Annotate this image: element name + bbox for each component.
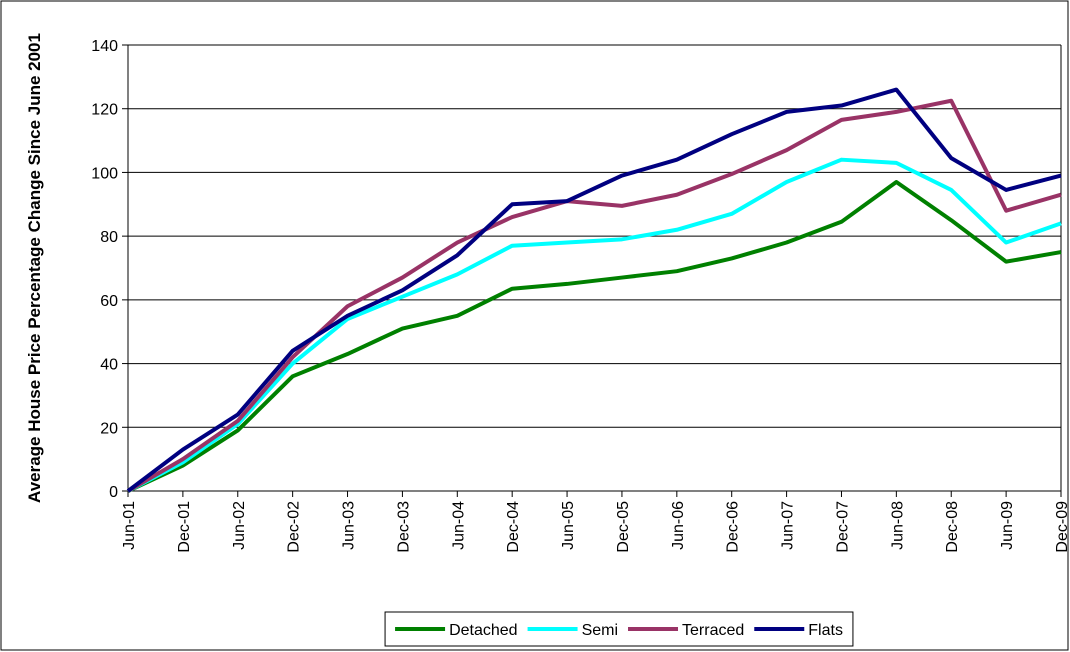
series-line xyxy=(126,98,1062,493)
y-tick-label: 120 xyxy=(91,102,118,119)
x-tick-label: Dec-04 xyxy=(505,501,522,553)
x-tick-label: Dec-06 xyxy=(725,501,742,553)
x-tick-label: Dec-02 xyxy=(286,501,303,553)
x-tick-label: Jun-05 xyxy=(560,501,577,550)
x-tick-label: Jun-06 xyxy=(670,501,687,550)
y-tick-label: 0 xyxy=(109,484,118,501)
x-tick-label: Jun-01 xyxy=(121,501,138,550)
x-tick-label: Jun-03 xyxy=(341,501,358,550)
y-tick-label: 20 xyxy=(100,420,118,437)
y-tick-label: 140 xyxy=(91,38,118,55)
y-tick-label: 60 xyxy=(100,293,118,310)
x-tick-label: Jun-07 xyxy=(780,501,797,550)
x-tick-label: Jun-04 xyxy=(450,501,467,550)
series-line xyxy=(127,157,1062,493)
legend: Detached Semi Terraced Flats xyxy=(384,611,854,647)
x-tick-label: Jun-09 xyxy=(999,501,1016,550)
y-tick-label: 40 xyxy=(100,357,118,374)
legend-label: Semi xyxy=(582,622,618,639)
legend-label: Flats xyxy=(808,622,843,639)
x-tick-label: Jun-08 xyxy=(889,501,906,550)
series-line xyxy=(126,87,1062,493)
y-tick-label: 80 xyxy=(100,229,118,246)
legend-label: Detached xyxy=(449,622,518,639)
x-tick-label: Jun-02 xyxy=(231,501,248,550)
y-tick-label: 100 xyxy=(91,165,118,182)
x-tick-label: Dec-01 xyxy=(176,501,193,553)
series-line xyxy=(127,179,1062,493)
x-tick-label: Dec-08 xyxy=(944,501,961,553)
x-tick-label: Dec-09 xyxy=(1054,501,1070,553)
x-tick-label: Dec-07 xyxy=(834,501,851,553)
y-axis-label: Average House Price Percentage Change Si… xyxy=(25,33,44,503)
x-tick-label: Dec-05 xyxy=(615,501,632,553)
legend-label: Terraced xyxy=(682,622,744,639)
x-tick-label: Dec-03 xyxy=(395,501,412,553)
